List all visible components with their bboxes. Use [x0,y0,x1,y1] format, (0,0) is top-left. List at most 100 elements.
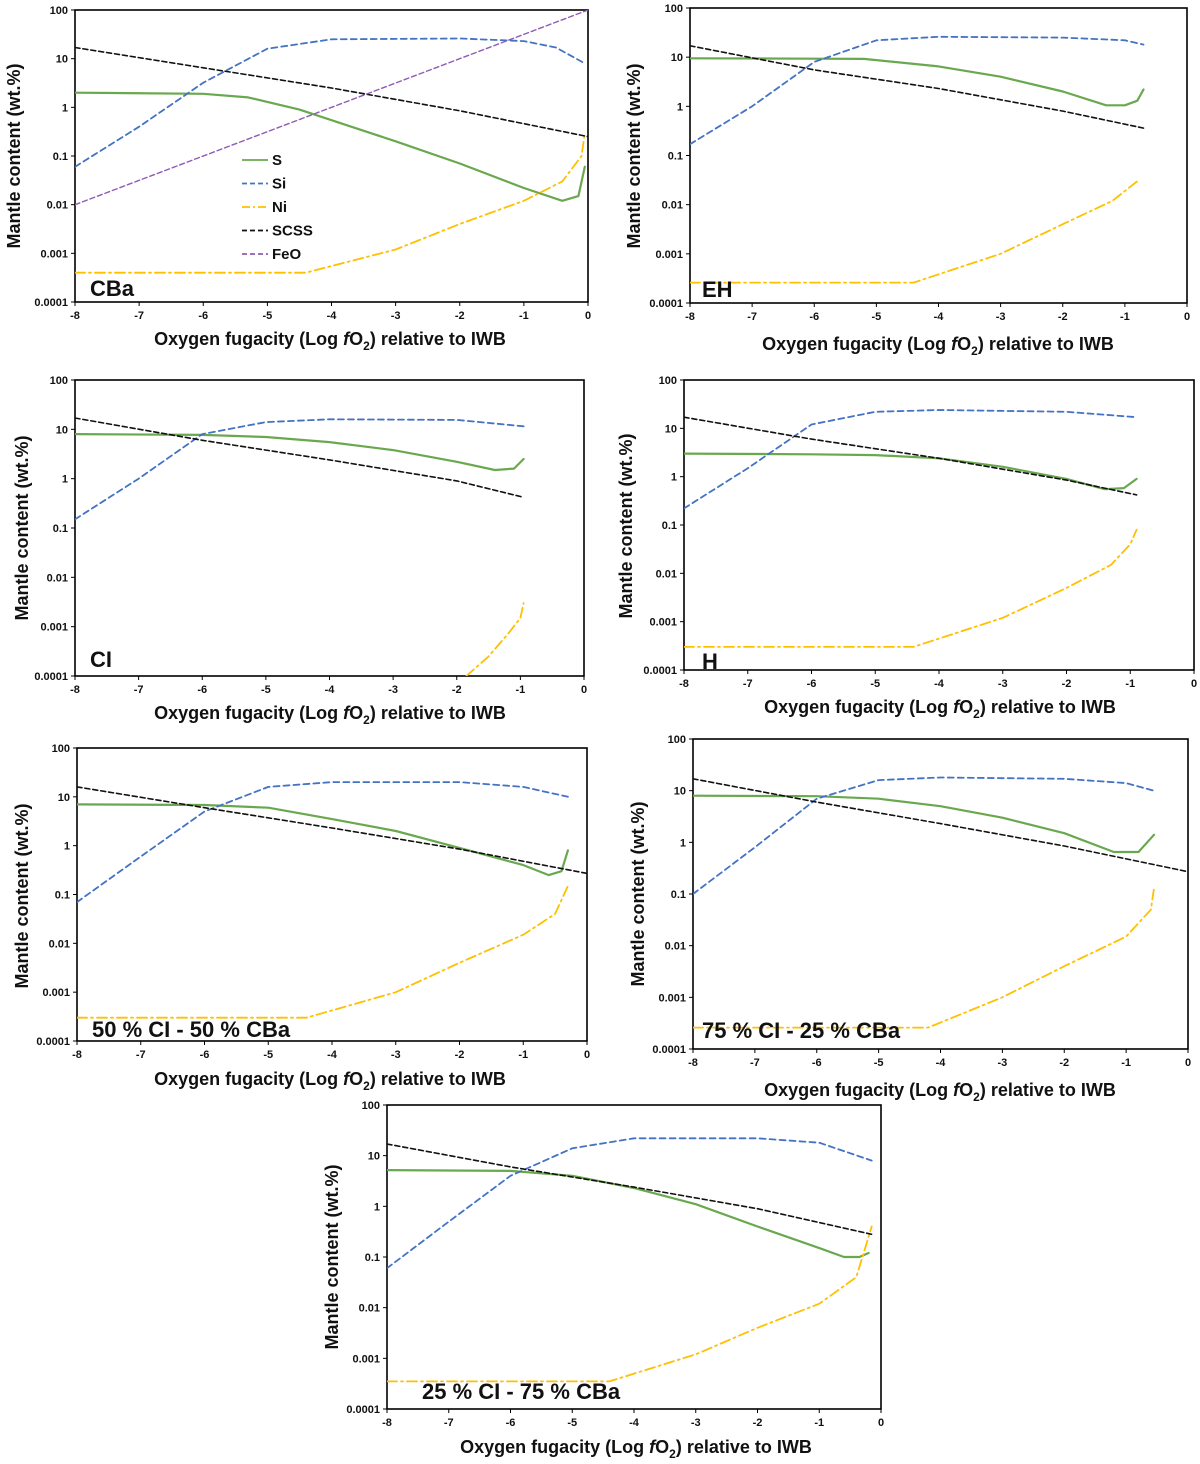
y-tick-label: 0.001 [655,249,683,261]
x-tick-label: -7 [134,310,144,322]
y-tick-label: 0.1 [55,890,70,902]
plot-frame [683,379,1195,671]
x-tick-label: -8 [70,684,80,696]
legend-label: S [272,152,282,169]
x-tick-label: -1 [1125,678,1135,690]
plot-frame [386,1104,882,1410]
y-axis-title: Mantle content (wt.%) [12,436,32,621]
series-line-scss [77,786,587,875]
y-tick-label: 0.1 [53,151,68,163]
x-tick-label: -8 [688,1057,698,1069]
x-tick-label: -6 [197,684,207,696]
series-line-scss [693,778,1188,873]
y-tick-label: 0.001 [658,992,686,1004]
chart-panel-4: 0.0001 0.001 0.01 0.1 1 10 100 -8 -7 -6 -5 -4 -3 -2 -1… [12,743,590,1093]
y-tick-label: 0.01 [47,572,68,584]
x-tick-label: -6 [807,678,817,690]
series-line-s [75,91,586,202]
y-tick-label: 1 [374,1201,380,1213]
x-tick-label: -4 [934,311,945,323]
x-tick-label: -2 [1058,311,1068,323]
panel-label: H [702,649,718,674]
x-tick-label: -6 [506,1417,516,1429]
x-tick-label: -8 [679,678,689,690]
y-axis-title: Mantle content (wt.%) [624,64,644,249]
series-line-s [387,1169,870,1259]
x-tick-label: -7 [136,1049,146,1061]
y-tick-label: 100 [659,375,677,387]
y-tick-label: 0.01 [656,568,677,580]
plot-frame [76,747,588,1042]
series-line-scss [387,1143,873,1236]
x-tick-label: -4 [327,310,338,322]
x-axis-title: Oxygen fugacity (Log fO2) relative to IW… [154,703,506,727]
panel-label: 50 % CI - 50 % CBa [92,1017,291,1042]
y-tick-label: 0.01 [49,938,70,950]
y-tick-label: 10 [665,423,677,435]
x-tick-label: -2 [1059,1057,1069,1069]
series-line-s [75,433,525,472]
x-tick-label: -2 [452,684,462,696]
y-tick-label: 0.01 [359,1303,380,1315]
panel-label: 25 % CI - 75 % CBa [422,1379,621,1404]
panel-label: CI [90,647,112,672]
x-tick-label: -3 [998,678,1008,690]
x-axis-title: Oxygen fugacity (Log fO2) relative to IW… [764,1080,1116,1104]
series-line-ni [77,885,569,1019]
x-tick-label: -8 [72,1049,82,1061]
panel-label: CBa [90,276,135,301]
y-tick-label: 100 [668,734,686,746]
y-tick-label: 0.0001 [652,1044,686,1056]
x-tick-label: 0 [1184,311,1190,323]
y-tick-label: 10 [671,52,683,64]
x-tick-label: -3 [997,1057,1007,1069]
y-tick-label: 0.001 [40,622,68,634]
x-tick-label: -5 [263,1049,273,1061]
series-line-si [693,776,1155,895]
y-tick-label: 0.001 [352,1353,380,1365]
y-tick-label: 100 [52,743,70,755]
series-line-si [684,409,1138,510]
series-line-si [75,37,586,168]
x-tick-label: -5 [567,1417,577,1429]
series-line-ni [387,1225,873,1383]
y-tick-label: 100 [50,375,68,387]
chart-panel-5: 0.0001 0.001 0.01 0.1 1 10 100 -8 -7 -6 -5 -4 -3 -2 -1… [628,734,1191,1104]
x-axis-title: Oxygen fugacity (Log fO2) relative to IW… [154,329,506,353]
x-tick-label: -6 [812,1057,822,1069]
x-tick-label: -6 [198,310,208,322]
y-tick-label: 1 [680,837,686,849]
x-tick-label: -7 [444,1417,454,1429]
y-tick-label: 0.0001 [34,671,68,683]
y-tick-label: 0.1 [365,1252,380,1264]
legend-label: FeO [272,246,302,263]
series-line-s [690,57,1145,107]
y-axis-title: Mantle content (wt.%) [616,434,636,619]
x-tick-label: -4 [327,1049,338,1061]
series-line-scss [75,417,525,499]
series-line-scss [684,416,1138,496]
series-line-ni [693,887,1155,1029]
x-tick-label: -8 [70,310,80,322]
y-tick-label: 10 [56,424,68,436]
x-tick-label: -4 [629,1417,640,1429]
y-tick-label: 0.1 [662,520,677,532]
x-tick-label: 0 [878,1417,884,1429]
x-tick-label: -3 [996,311,1006,323]
series-line-si [387,1137,873,1270]
x-tick-label: -3 [391,310,401,322]
panel-label: 75 % CI - 25 % CBa [702,1018,901,1043]
x-tick-label: -1 [1120,311,1130,323]
x-tick-label: 0 [581,684,587,696]
y-tick-label: 0.0001 [649,298,683,310]
y-tick-label: 0.0001 [34,297,68,309]
x-tick-label: -7 [134,684,144,696]
y-tick-label: 1 [671,472,677,484]
y-tick-label: 0.1 [671,889,686,901]
y-tick-label: 0.001 [42,987,70,999]
y-tick-label: 1 [62,474,68,486]
chart-panel-3: 0.0001 0.001 0.01 0.1 1 10 100 -8 -7 -6 -5 -4 -3 -2 -1… [616,375,1197,721]
x-tick-label: 0 [584,1049,590,1061]
legend-label: SCSS [272,223,313,240]
y-tick-label: 10 [56,54,68,66]
